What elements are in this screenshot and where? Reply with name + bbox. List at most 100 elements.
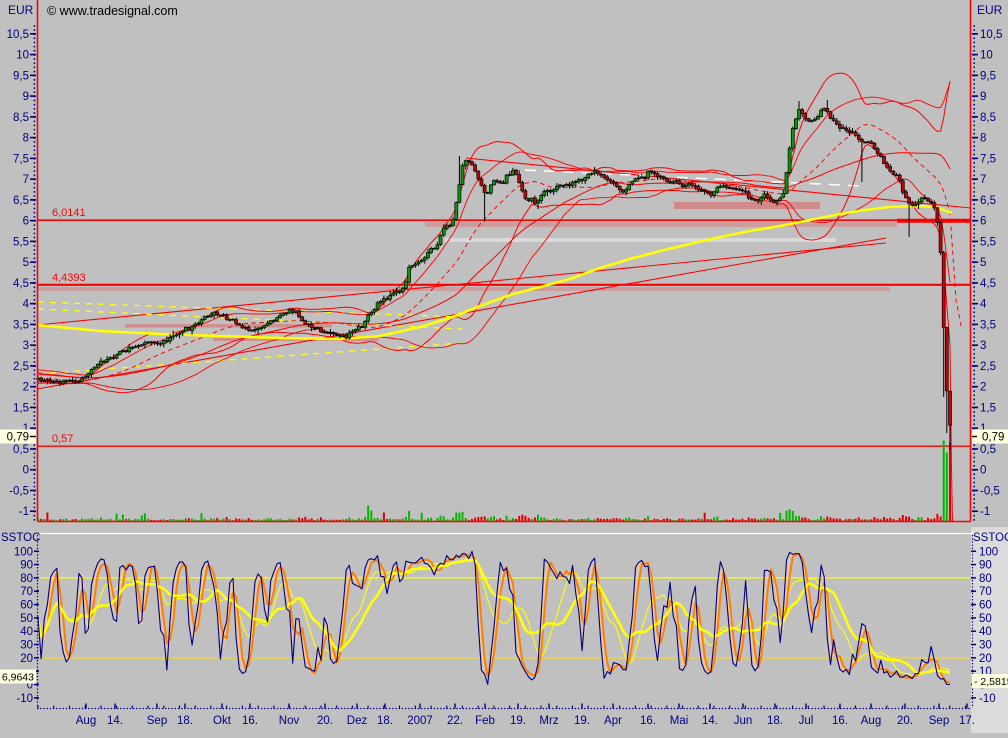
svg-text:1,5: 1,5: [13, 402, 29, 414]
svg-text:10,5: 10,5: [7, 29, 29, 41]
svg-text:100: 100: [979, 546, 998, 558]
svg-text:Okt: Okt: [213, 715, 232, 727]
svg-text:Jun: Jun: [734, 715, 753, 727]
svg-text:20.: 20.: [897, 715, 913, 727]
svg-text:50: 50: [20, 613, 33, 625]
svg-text:16.: 16.: [640, 715, 656, 727]
svg-text:Sep: Sep: [147, 715, 167, 727]
svg-text:4,4393: 4,4393: [52, 272, 86, 284]
svg-text:30: 30: [979, 640, 992, 652]
svg-text:5: 5: [23, 257, 29, 269]
svg-text:Nov: Nov: [279, 715, 300, 727]
svg-text:0: 0: [23, 465, 29, 477]
svg-text:19.: 19.: [510, 715, 526, 727]
svg-text:4,5: 4,5: [980, 278, 996, 290]
svg-text:4: 4: [980, 299, 987, 311]
svg-text:6,5: 6,5: [980, 195, 996, 207]
svg-text:9,5: 9,5: [980, 70, 996, 82]
svg-text:8,5: 8,5: [980, 112, 996, 124]
svg-text:-1: -1: [980, 506, 990, 518]
svg-text:2007: 2007: [407, 715, 433, 727]
svg-text:SSTOC: SSTOC: [1, 532, 40, 544]
svg-text:Sep: Sep: [929, 715, 949, 727]
svg-text:8: 8: [23, 133, 29, 145]
svg-text:3,5: 3,5: [13, 319, 29, 331]
svg-text:Mai: Mai: [670, 715, 689, 727]
svg-text:16.: 16.: [832, 715, 848, 727]
svg-text:17.: 17.: [959, 715, 975, 727]
svg-text:70: 70: [979, 586, 992, 598]
svg-text:14.: 14.: [107, 715, 123, 727]
svg-text:EUR: EUR: [977, 3, 1003, 17]
svg-text:4,5: 4,5: [13, 278, 29, 290]
svg-text:-0,5: -0,5: [980, 485, 1000, 497]
svg-text:-10: -10: [16, 693, 33, 705]
svg-text:3: 3: [980, 340, 986, 352]
svg-text:60: 60: [20, 600, 33, 612]
svg-text:9,5: 9,5: [13, 70, 29, 82]
svg-text:0: 0: [27, 680, 33, 692]
svg-text:20: 20: [979, 653, 992, 665]
svg-text:8: 8: [980, 133, 986, 145]
svg-text:0,5: 0,5: [980, 444, 996, 456]
svg-text:0,79: 0,79: [982, 432, 1004, 444]
svg-text:100: 100: [14, 546, 33, 558]
svg-text:14.: 14.: [702, 715, 718, 727]
svg-text:4: 4: [23, 299, 30, 311]
svg-text:18.: 18.: [767, 715, 783, 727]
svg-text:© www.tradesignal.com: © www.tradesignal.com: [47, 4, 178, 18]
svg-text:0,5: 0,5: [13, 444, 29, 456]
svg-text:6: 6: [23, 216, 29, 228]
svg-text:-0,5: -0,5: [9, 485, 29, 497]
svg-text:20.: 20.: [317, 715, 333, 727]
svg-text:Aug: Aug: [861, 715, 881, 727]
svg-text:6,9643: 6,9643: [2, 672, 34, 684]
svg-text:22.: 22.: [447, 715, 463, 727]
svg-text:10,5: 10,5: [980, 29, 1002, 41]
svg-text:2: 2: [23, 382, 29, 394]
svg-text:16.: 16.: [242, 715, 258, 727]
svg-text:70: 70: [20, 586, 33, 598]
svg-text:90: 90: [20, 560, 33, 572]
svg-text:6,0141: 6,0141: [52, 207, 86, 219]
svg-text:Feb: Feb: [475, 715, 495, 727]
svg-text:90: 90: [979, 560, 992, 572]
svg-text:2,5: 2,5: [13, 361, 29, 373]
svg-text:5,5: 5,5: [980, 236, 996, 248]
svg-text:- 2,5815: - 2,5815: [974, 676, 1008, 688]
svg-text:6,5: 6,5: [13, 195, 29, 207]
svg-text:19.: 19.: [574, 715, 590, 727]
svg-text:10: 10: [16, 50, 29, 62]
svg-text:1: 1: [23, 423, 29, 435]
svg-text:6: 6: [980, 216, 986, 228]
svg-text:Dez: Dez: [347, 715, 368, 727]
svg-text:3,5: 3,5: [980, 319, 996, 331]
svg-text:5,5: 5,5: [13, 236, 29, 248]
svg-text:5: 5: [980, 257, 986, 269]
svg-text:30: 30: [20, 640, 33, 652]
svg-text:Apr: Apr: [604, 715, 622, 727]
svg-text:20: 20: [20, 653, 33, 665]
svg-text:3: 3: [23, 340, 29, 352]
svg-text:Jul: Jul: [799, 715, 814, 727]
svg-text:60: 60: [979, 600, 992, 612]
svg-text:9: 9: [980, 91, 986, 103]
svg-text:1,5: 1,5: [980, 402, 996, 414]
svg-text:0: 0: [980, 465, 986, 477]
svg-text:0,79: 0,79: [7, 432, 29, 444]
svg-text:80: 80: [979, 573, 992, 585]
svg-text:50: 50: [979, 613, 992, 625]
svg-text:EUR: EUR: [8, 3, 34, 17]
svg-text:7: 7: [980, 174, 986, 186]
svg-text:8,5: 8,5: [13, 112, 29, 124]
svg-text:7,5: 7,5: [13, 153, 29, 165]
svg-text:9: 9: [23, 91, 29, 103]
svg-text:-1: -1: [19, 506, 29, 518]
svg-text:Mrz: Mrz: [539, 715, 558, 727]
svg-text:7,5: 7,5: [980, 153, 996, 165]
svg-text:7: 7: [23, 174, 29, 186]
svg-text:2: 2: [980, 382, 986, 394]
svg-text:18.: 18.: [377, 715, 393, 727]
svg-text:40: 40: [979, 626, 992, 638]
svg-text:80: 80: [20, 573, 33, 585]
